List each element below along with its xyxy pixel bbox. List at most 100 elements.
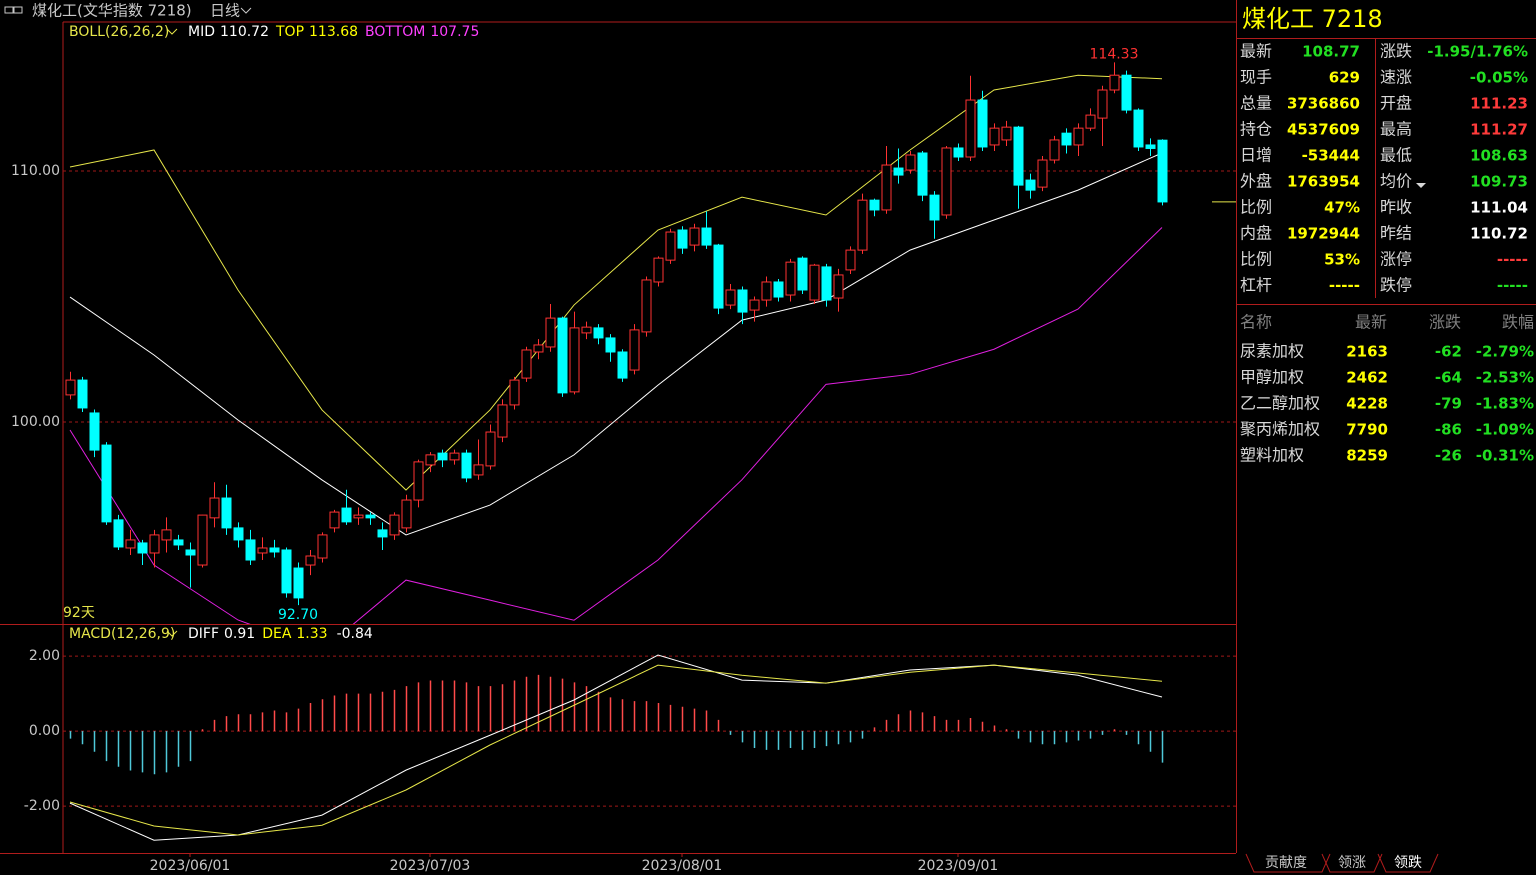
candle-body xyxy=(149,534,160,554)
tab[interactable]: 领涨 xyxy=(1338,855,1366,871)
chevron xyxy=(240,7,252,14)
candle-body xyxy=(809,264,820,301)
candle-body xyxy=(413,461,424,501)
quote-label: 开盘 xyxy=(1380,94,1412,113)
candle-body xyxy=(449,452,460,461)
candle-body xyxy=(293,567,304,599)
candle-body xyxy=(893,167,904,176)
period-selector[interactable]: 日线 xyxy=(210,2,240,20)
chevron xyxy=(166,630,178,637)
y-tick-label: 2.00 xyxy=(29,648,60,664)
y-tick-label: 110.00 xyxy=(11,163,60,179)
candle-body xyxy=(401,499,412,529)
legend-entry: MID 110.72 xyxy=(188,24,269,40)
candle-body xyxy=(1157,139,1168,203)
candle-body xyxy=(365,514,376,519)
quote-value: 1763954 xyxy=(1287,173,1360,191)
quote-value: 47% xyxy=(1324,199,1360,217)
candle-body xyxy=(737,289,748,313)
x-tick-label: 2023/08/01 xyxy=(642,858,723,874)
candle-body xyxy=(605,337,616,353)
x-tick-label: 2023/09/01 xyxy=(918,858,999,874)
candle-body xyxy=(485,431,496,467)
candle-body xyxy=(77,379,88,409)
legend-entry: TOP 113.68 xyxy=(275,24,358,40)
quote-label: 最新 xyxy=(1240,42,1272,61)
related-cell: -0.31% xyxy=(1476,447,1534,465)
quote-value: ----- xyxy=(1329,277,1360,295)
tab[interactable]: 贡献度 xyxy=(1265,855,1307,871)
overlay: 110.00 100.00 2023/06/01 2023/07/03 2023/08/… xyxy=(11,5,1534,874)
related-cell: 2163 xyxy=(1346,343,1388,361)
related-name[interactable]: 塑料加权 xyxy=(1240,446,1304,465)
quote-label: 涨停 xyxy=(1380,250,1412,269)
candle-body xyxy=(857,199,868,251)
legend-name: BOTTOM xyxy=(365,24,425,40)
quote-value: 108.77 xyxy=(1302,43,1360,61)
tab[interactable]: 领跌 xyxy=(1394,855,1422,871)
candle-body xyxy=(521,349,532,379)
quote-title: 煤化工 7218 xyxy=(1242,5,1383,33)
dropdown-icon xyxy=(1416,183,1426,188)
candle-body xyxy=(665,231,676,261)
related-name[interactable]: 尿素加权 xyxy=(1240,342,1304,361)
related-name[interactable]: 乙二醇加权 xyxy=(1240,394,1320,413)
candle-body xyxy=(233,527,244,541)
legend-value: 0.91 xyxy=(224,626,255,642)
low-label: 92.70 xyxy=(278,607,318,623)
candle-body xyxy=(713,244,724,309)
candle-body xyxy=(1037,159,1048,188)
candle-body xyxy=(761,281,772,301)
candle-body xyxy=(1025,179,1036,191)
y-tick-label: 0.00 xyxy=(29,723,60,739)
candle-body xyxy=(917,152,928,196)
candle-body xyxy=(797,257,808,291)
legend-value: 113.68 xyxy=(309,24,358,40)
quote-value: 1972944 xyxy=(1287,225,1360,243)
quote-label: 持仓 xyxy=(1240,120,1272,139)
related-cell: -26 xyxy=(1435,447,1462,465)
header-title[interactable]: 煤化工(文华指数 7218) xyxy=(32,2,192,20)
candle-body xyxy=(125,539,136,549)
candle-body xyxy=(473,464,484,476)
legend-name: DEA xyxy=(262,626,292,642)
period-label: 92天 xyxy=(63,605,95,621)
candle-body xyxy=(1097,89,1108,119)
candle-body xyxy=(833,274,844,299)
related-name[interactable]: 甲醇加权 xyxy=(1240,368,1304,387)
quote-value: ----- xyxy=(1497,277,1528,295)
candle-body xyxy=(209,497,220,519)
candle-body xyxy=(137,542,148,554)
related-header: 跌幅 xyxy=(1502,313,1534,332)
quote-label: 涨跌 xyxy=(1380,42,1412,61)
candle-body xyxy=(89,412,100,451)
candle-body xyxy=(173,539,184,546)
candle-body xyxy=(377,529,388,538)
candle-body xyxy=(1145,144,1156,149)
quote-label: 比例 xyxy=(1240,198,1272,217)
candle-body xyxy=(749,299,760,311)
quote-label: 速涨 xyxy=(1380,68,1412,87)
candle-body xyxy=(845,249,856,271)
candle-body xyxy=(197,514,208,566)
quote-label: 跌停 xyxy=(1380,276,1412,295)
candle-body xyxy=(281,549,292,594)
candle-body xyxy=(773,281,784,298)
candle-body xyxy=(785,261,796,296)
related-cell: -64 xyxy=(1435,369,1462,387)
tab-shapes xyxy=(1245,853,1439,873)
candle-body xyxy=(533,344,544,353)
candle-body xyxy=(641,279,652,333)
candle-body xyxy=(1049,139,1060,161)
related-cell: 7790 xyxy=(1346,421,1388,439)
quote-value: 108.63 xyxy=(1470,147,1528,165)
quote-value: 109.73 xyxy=(1470,173,1528,191)
quote-value: ----- xyxy=(1497,251,1528,269)
related-name[interactable]: 聚丙烯加权 xyxy=(1240,420,1320,439)
indicator-title[interactable]: BOLL(26,26,2) xyxy=(69,24,169,40)
candle-body xyxy=(869,199,880,211)
quote-value: 53% xyxy=(1324,251,1360,269)
indicator-title[interactable]: MACD(12,26,9) xyxy=(69,626,175,642)
quote-value: -0.05% xyxy=(1470,69,1528,87)
